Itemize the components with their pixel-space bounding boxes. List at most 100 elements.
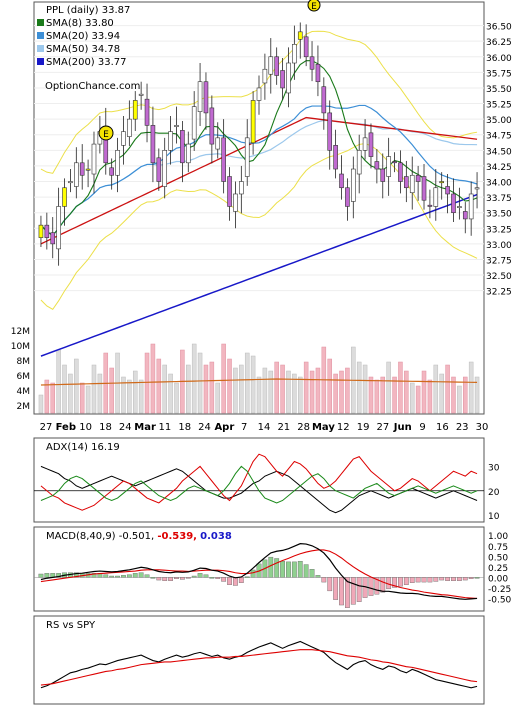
legend-label: SMA(20) 33.94	[46, 31, 120, 42]
candle-body	[374, 161, 380, 170]
price-y-ticks: 36.50 36.25 36.00 35.75 35.50 35.25 35.00 34.75…	[486, 23, 512, 298]
y-tick-label: 34.25	[486, 163, 512, 173]
macd-histogram-bar	[433, 577, 439, 582]
macd-histogram-bar	[356, 577, 362, 602]
macd-histogram-bar	[115, 575, 120, 578]
macd-histogram-bar	[221, 577, 227, 582]
candle-body	[350, 168, 356, 202]
candle-body	[150, 125, 156, 164]
adx-lines: 30 20 10	[34, 453, 500, 522]
macd-tick-label: 0.50	[488, 553, 508, 563]
x-tick-label: 16	[436, 422, 449, 433]
macd-histogram-bar	[368, 577, 374, 596]
x-tick-label: Mar	[134, 422, 156, 433]
macd-histogram-bar	[462, 577, 468, 581]
y-tick-label: 36.00	[486, 54, 512, 64]
macd-histogram-bar	[162, 577, 168, 581]
adx-tick-label: 20	[488, 488, 500, 498]
candle-body	[50, 232, 56, 245]
volume-bar	[468, 361, 474, 414]
candle-body	[180, 130, 185, 164]
rs-title: RS vs SPY	[46, 620, 96, 631]
macd-histogram-bar	[132, 573, 138, 578]
candle-body	[309, 56, 315, 70]
y-tick-label: 34.75	[486, 132, 512, 142]
macd-histogram-bar	[327, 577, 333, 592]
legend: SMA(8) 33.80 SMA(20) 33.94 SMA(50) 34.78 SM…	[37, 18, 127, 68]
price-panel	[33, 1, 485, 415]
volume-bar	[256, 376, 262, 414]
macd-histogram-bar	[415, 577, 421, 583]
rs-lines	[40, 640, 478, 689]
y-tick-label: 34.50	[486, 147, 512, 157]
candle-body	[197, 81, 203, 112]
macd-histogram-bar	[103, 574, 109, 578]
candle-body	[138, 93, 144, 96]
candle-body	[286, 62, 291, 94]
legend-swatch	[37, 45, 44, 52]
volume-bar	[451, 376, 456, 414]
price-grid	[34, 25, 484, 292]
volume-bar	[327, 358, 332, 414]
x-tick-label: 11	[159, 422, 172, 433]
y-tick-label: 36.25	[486, 38, 512, 48]
y-tick-label: 35.50	[486, 85, 512, 95]
candle-body	[203, 81, 209, 114]
candle-body	[250, 100, 256, 144]
candle-body	[185, 143, 191, 164]
macd-histogram-bar	[303, 564, 309, 578]
y-tick-label: 35.25	[486, 101, 512, 111]
watermark-text: OptionChance.com	[45, 81, 140, 92]
macd-tick-label: -0.25	[488, 585, 511, 595]
x-tick-label: 18	[99, 422, 112, 433]
macd-histogram-bar	[250, 569, 256, 578]
candle-body	[144, 98, 150, 126]
x-tick-label: 12	[337, 422, 350, 433]
volume-bar	[374, 379, 380, 414]
sma200-line	[40, 193, 478, 357]
macd-histogram-bar	[468, 577, 474, 579]
volume-bar	[409, 382, 415, 414]
candle-body	[191, 106, 197, 140]
volume-bar	[132, 370, 138, 414]
macd-histogram-bar	[297, 560, 303, 578]
volume-tick-label: 6M	[17, 372, 31, 382]
volume-bar	[303, 361, 309, 414]
candle-body	[398, 162, 403, 182]
macd-tick-label: 0.25	[488, 564, 508, 574]
macd-histogram-bar	[209, 577, 215, 579]
candle-body	[339, 173, 344, 189]
macd-histogram-bar	[233, 577, 238, 586]
volume-bar	[309, 370, 315, 414]
x-tick-label: 9	[419, 422, 425, 433]
volume-bar	[474, 376, 480, 414]
candle-body	[127, 118, 132, 137]
macd-tick-label: 0.00	[488, 574, 508, 584]
candle-body	[427, 204, 433, 207]
volume-tick-label: 10M	[11, 342, 30, 352]
volume-bar	[56, 349, 61, 414]
macd-histogram-bar	[73, 572, 79, 578]
candle-body	[162, 150, 168, 187]
volume-bar	[227, 358, 232, 414]
x-tick-label: 19	[357, 422, 370, 433]
volume-bar	[298, 376, 303, 414]
macd-histogram-bar	[56, 573, 62, 578]
volume-bar	[150, 343, 156, 414]
x-tick-label: 28	[297, 422, 310, 433]
volume-tick-label: 12M	[11, 327, 30, 337]
macd-histogram-bar	[197, 573, 203, 578]
macd-histogram-bar	[215, 577, 221, 579]
volume-bar	[221, 343, 226, 414]
volume-bar	[85, 385, 91, 414]
volume-bar	[368, 376, 374, 414]
macd-tick-label: 0.75	[488, 543, 508, 553]
candle-body	[38, 224, 44, 238]
candle-body	[468, 193, 474, 220]
candle-body	[356, 150, 362, 175]
volume-tick-label: 4M	[17, 387, 31, 397]
candle-body	[256, 87, 262, 101]
x-tick-label: 27	[377, 422, 390, 433]
x-tick-label: 21	[277, 422, 290, 433]
volume-bar	[138, 379, 144, 414]
